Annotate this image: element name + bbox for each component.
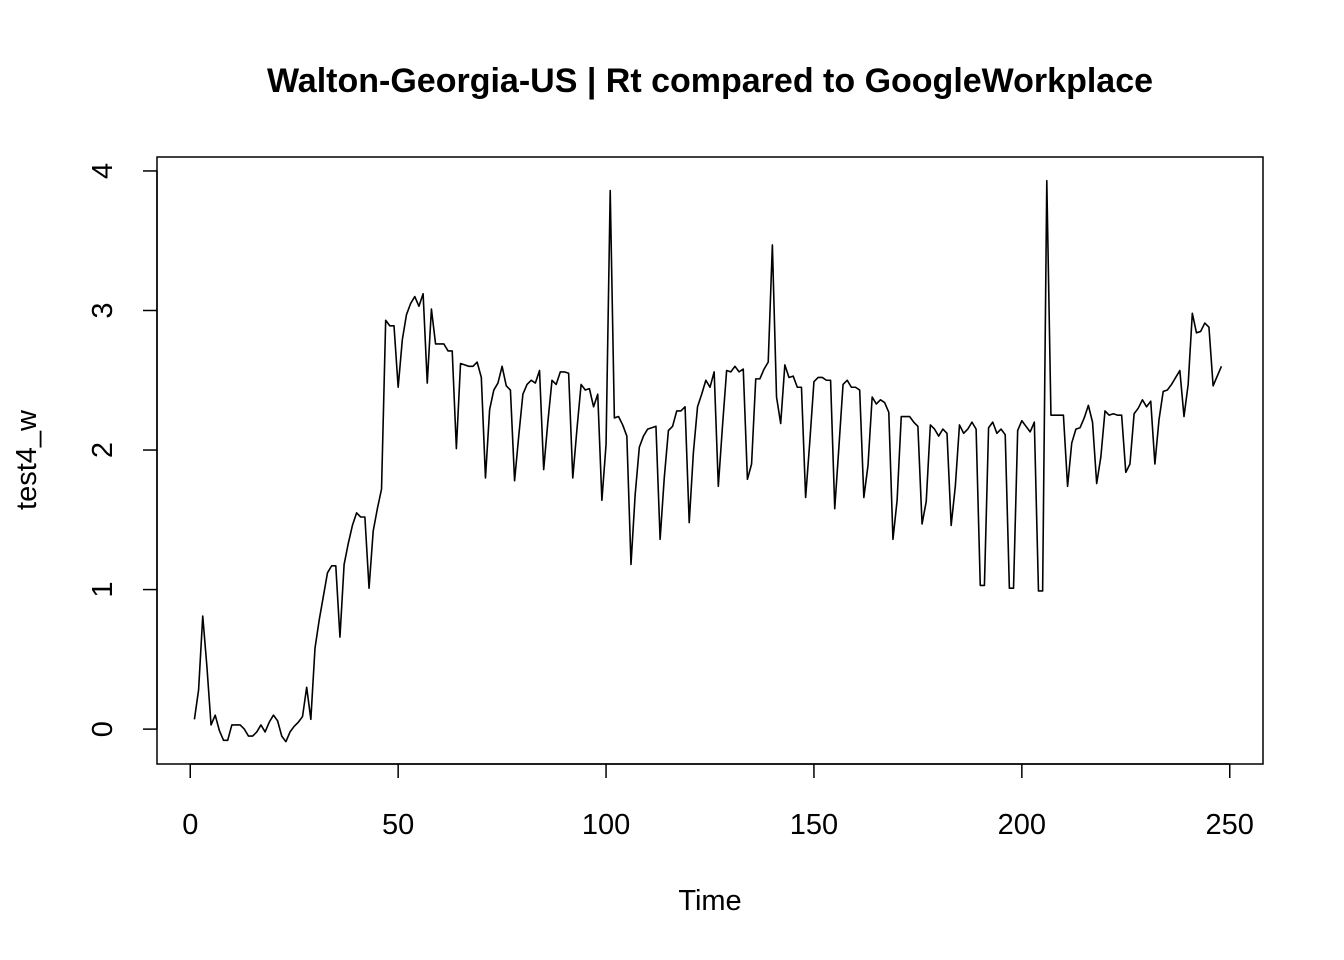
x-tick-label: 250 — [1206, 809, 1254, 841]
x-tick-label: 150 — [790, 809, 838, 841]
x-axis-label: Time — [678, 885, 741, 917]
series-line — [193, 179, 1223, 743]
plot-frame — [156, 156, 1264, 765]
y-tick-label: 4 — [87, 163, 119, 179]
y-tick-label: 2 — [87, 442, 119, 458]
y-axis-label: test4_w — [11, 409, 43, 510]
x-tick-label: 100 — [582, 809, 630, 841]
x-tick-label: 200 — [998, 809, 1046, 841]
x-tick-label: 0 — [182, 809, 198, 841]
x-axis: 0 50 100 150 200 250 — [182, 763, 1254, 841]
y-tick-label: 1 — [87, 582, 119, 598]
x-tick-label: 50 — [382, 809, 414, 841]
y-tick-label: 3 — [87, 302, 119, 318]
chart-title: Walton-Georgia-US | Rt compared to Googl… — [267, 62, 1153, 100]
data-points — [193, 180, 1222, 743]
y-tick-label: 0 — [87, 721, 119, 737]
y-axis: 0 1 2 3 4 — [87, 163, 158, 737]
